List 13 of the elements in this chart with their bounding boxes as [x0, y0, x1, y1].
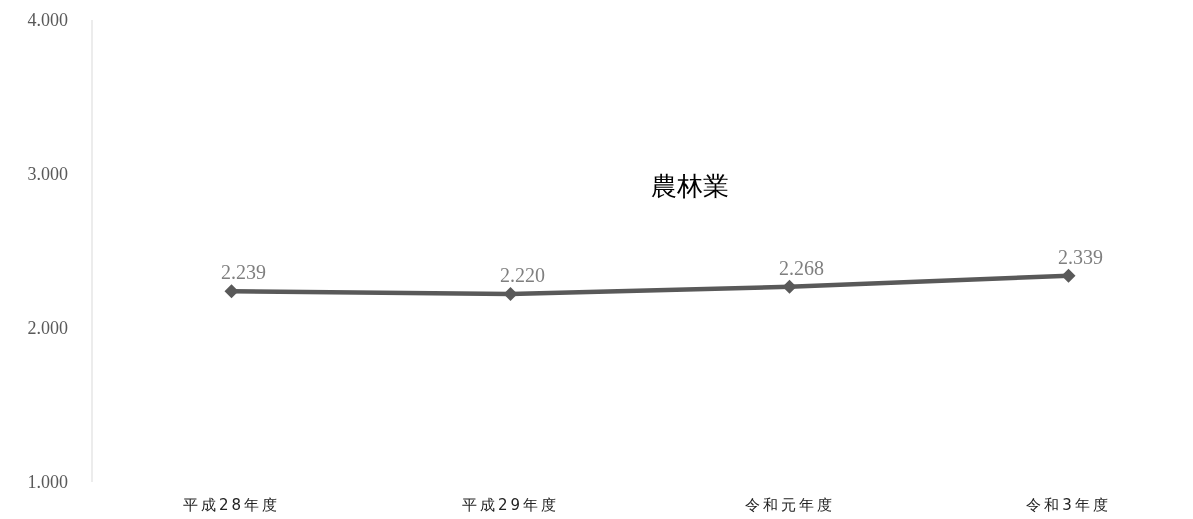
text: 2.339: [1058, 245, 1103, 268]
text: 農林業: [651, 171, 729, 201]
text: 2.220: [500, 264, 545, 287]
text: 2.239: [221, 261, 266, 284]
y-tick-label: 2.000: [27, 318, 68, 338]
y-tick-label: 3.000: [27, 164, 68, 184]
x-tick-label: 平成29年度: [461, 496, 560, 514]
x-tick-label: 平成28年度: [182, 496, 281, 514]
x-tick-label: 令和元年度: [744, 496, 835, 514]
text: 2.268: [779, 256, 824, 279]
y-tick-label: 4.000: [27, 10, 68, 30]
x-tick-label: 令和3年度: [1026, 496, 1111, 514]
y-tick-label: 1.000: [27, 472, 68, 492]
